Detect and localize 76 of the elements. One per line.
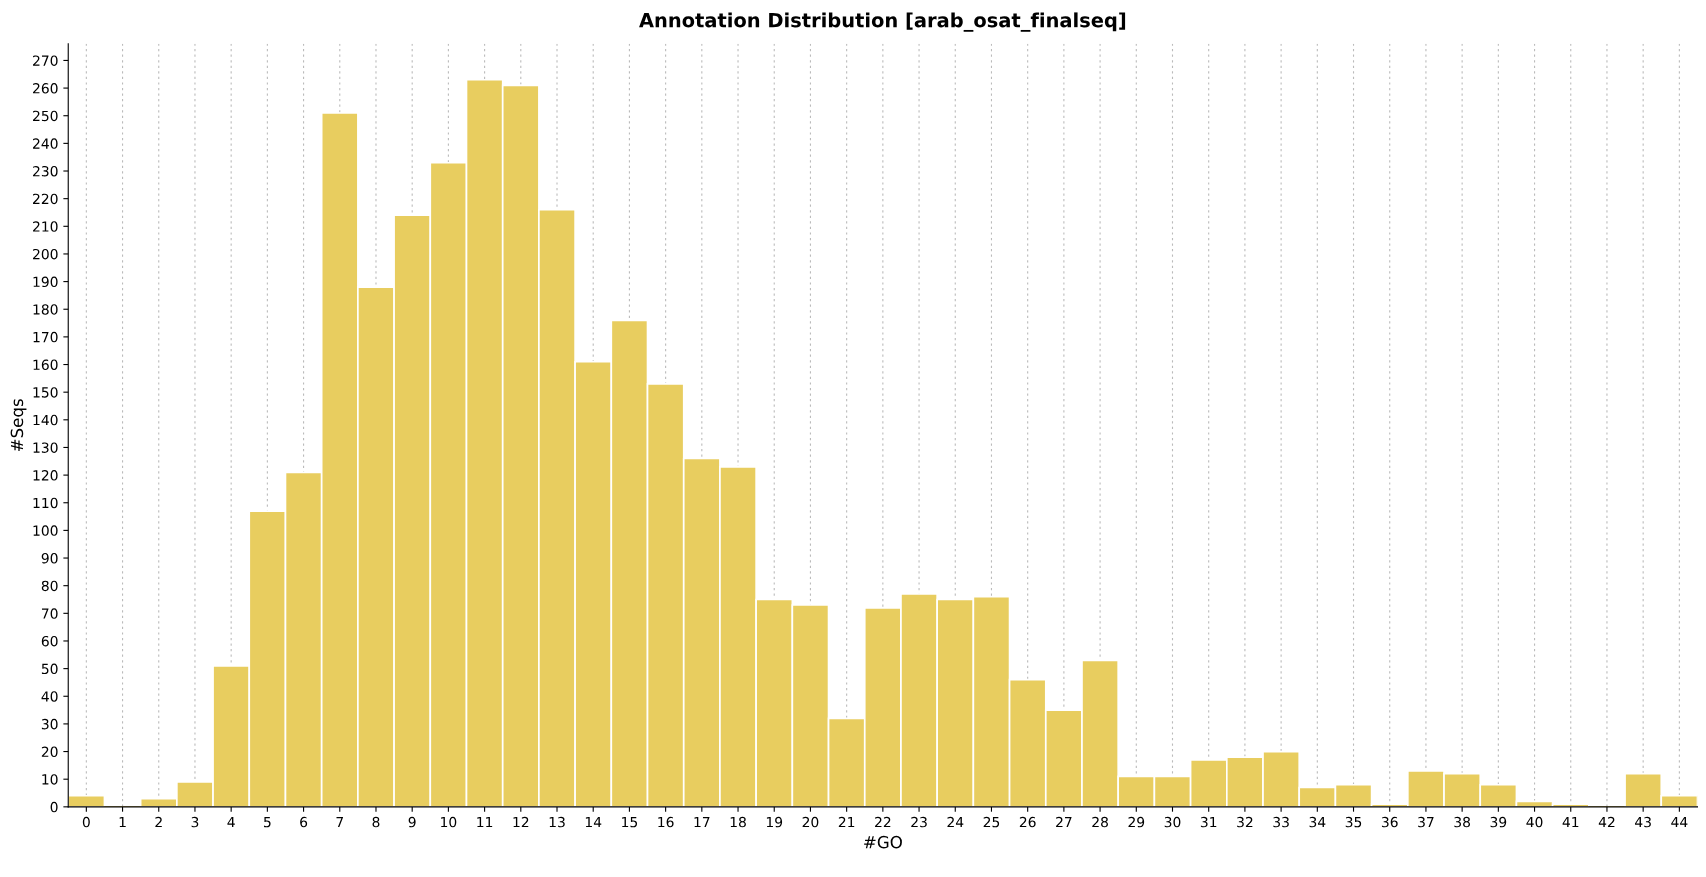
x-tick-label: 38 xyxy=(1454,816,1471,828)
x-tick-label: 32 xyxy=(1237,816,1253,828)
y-tick-label: 50 xyxy=(41,663,58,675)
y-tick-label: 80 xyxy=(41,580,58,592)
x-tick-label: 41 xyxy=(1562,816,1579,828)
x-tick-label: 42 xyxy=(1598,816,1615,828)
y-tick-label: 130 xyxy=(33,442,58,453)
y-tick-label: 10 xyxy=(42,774,58,785)
y-tick-label: 220 xyxy=(33,193,58,205)
x-tick-label: 26 xyxy=(1019,816,1036,828)
x-tick-label: 27 xyxy=(1056,816,1072,828)
x-tick-label: 24 xyxy=(947,816,964,828)
x-tick-label: 11 xyxy=(477,816,493,828)
x-tick-label: 23 xyxy=(911,816,927,828)
x-tick-label: 25 xyxy=(983,816,1000,828)
y-tick-label: 140 xyxy=(33,414,58,426)
x-tick-label: 28 xyxy=(1092,816,1108,828)
x-tick-label: 12 xyxy=(513,816,529,828)
x-tick-label: 34 xyxy=(1309,816,1326,828)
x-tick-label: 37 xyxy=(1418,816,1434,828)
x-tick-label: 13 xyxy=(549,816,565,828)
x-tick-label: 36 xyxy=(1381,816,1398,828)
x-tick-label: 43 xyxy=(1635,816,1651,828)
y-tick-label: 200 xyxy=(33,248,58,260)
y-tick-label: 30 xyxy=(41,718,58,730)
y-tick-label: 190 xyxy=(33,276,58,288)
x-tick-label: 16 xyxy=(658,816,674,828)
y-tick-label: 170 xyxy=(33,331,58,343)
x-tick-label: 22 xyxy=(875,816,891,828)
y-tick-label: 160 xyxy=(33,359,58,370)
chart-title: Annotation Distribution [arab_osat_finalseq] xyxy=(639,12,1126,32)
x-tick-label: 39 xyxy=(1490,816,1507,828)
y-tick-label: 260 xyxy=(33,83,58,94)
x-tick-label: 29 xyxy=(1128,816,1145,828)
x-tick-label: 44 xyxy=(1671,816,1688,828)
x-tick-label: 18 xyxy=(730,816,746,828)
y-tick-label: 270 xyxy=(33,55,58,66)
x-tick-label: 2 xyxy=(155,816,162,828)
x-tick-label: 14 xyxy=(585,816,602,828)
x-tick-label: 15 xyxy=(622,816,638,828)
y-tick-label: 230 xyxy=(33,165,58,177)
x-tick-label: 17 xyxy=(694,816,710,828)
y-tick-label: 90 xyxy=(41,553,58,564)
x-tick-label: 20 xyxy=(802,816,819,828)
x-tick-label: 6 xyxy=(300,816,308,828)
y-tick-label: 20 xyxy=(41,746,58,758)
x-tick-label: 5 xyxy=(264,816,271,828)
x-tick-label: 9 xyxy=(408,816,416,828)
y-tick-label: 180 xyxy=(33,304,58,315)
x-axis-title: #GO xyxy=(864,835,902,849)
y-tick-label: 110 xyxy=(33,497,58,509)
y-tick-label: 40 xyxy=(41,691,58,702)
x-tick-label: 30 xyxy=(1164,816,1181,828)
x-tick-label: 1 xyxy=(119,816,126,828)
y-tick-label: 70 xyxy=(41,608,58,619)
x-tick-label: 0 xyxy=(82,816,90,828)
y-tick-label: 240 xyxy=(33,138,58,149)
y-tick-label: 100 xyxy=(33,525,58,536)
x-tick-label: 19 xyxy=(766,816,783,828)
x-tick-label: 10 xyxy=(441,816,457,828)
y-tick-label: 150 xyxy=(33,387,58,398)
x-tick-label: 21 xyxy=(838,816,855,828)
y-tick-label: 60 xyxy=(41,635,58,647)
x-tick-label: 40 xyxy=(1526,816,1543,828)
x-tick-label: 8 xyxy=(372,816,380,828)
x-tick-label: 7 xyxy=(336,816,344,828)
y-tick-label: 250 xyxy=(33,110,58,122)
x-tick-label: 35 xyxy=(1345,816,1362,828)
x-tick-label: 31 xyxy=(1200,816,1217,828)
y-tick-label: 120 xyxy=(33,470,58,481)
x-tick-label: 3 xyxy=(191,816,199,828)
y-axis-title: #Seqs xyxy=(10,399,27,452)
y-tick-label: 210 xyxy=(33,221,58,232)
y-tick-label: 0 xyxy=(50,801,58,813)
x-tick-label: 4 xyxy=(227,816,235,828)
x-tick-label: 33 xyxy=(1273,816,1289,828)
